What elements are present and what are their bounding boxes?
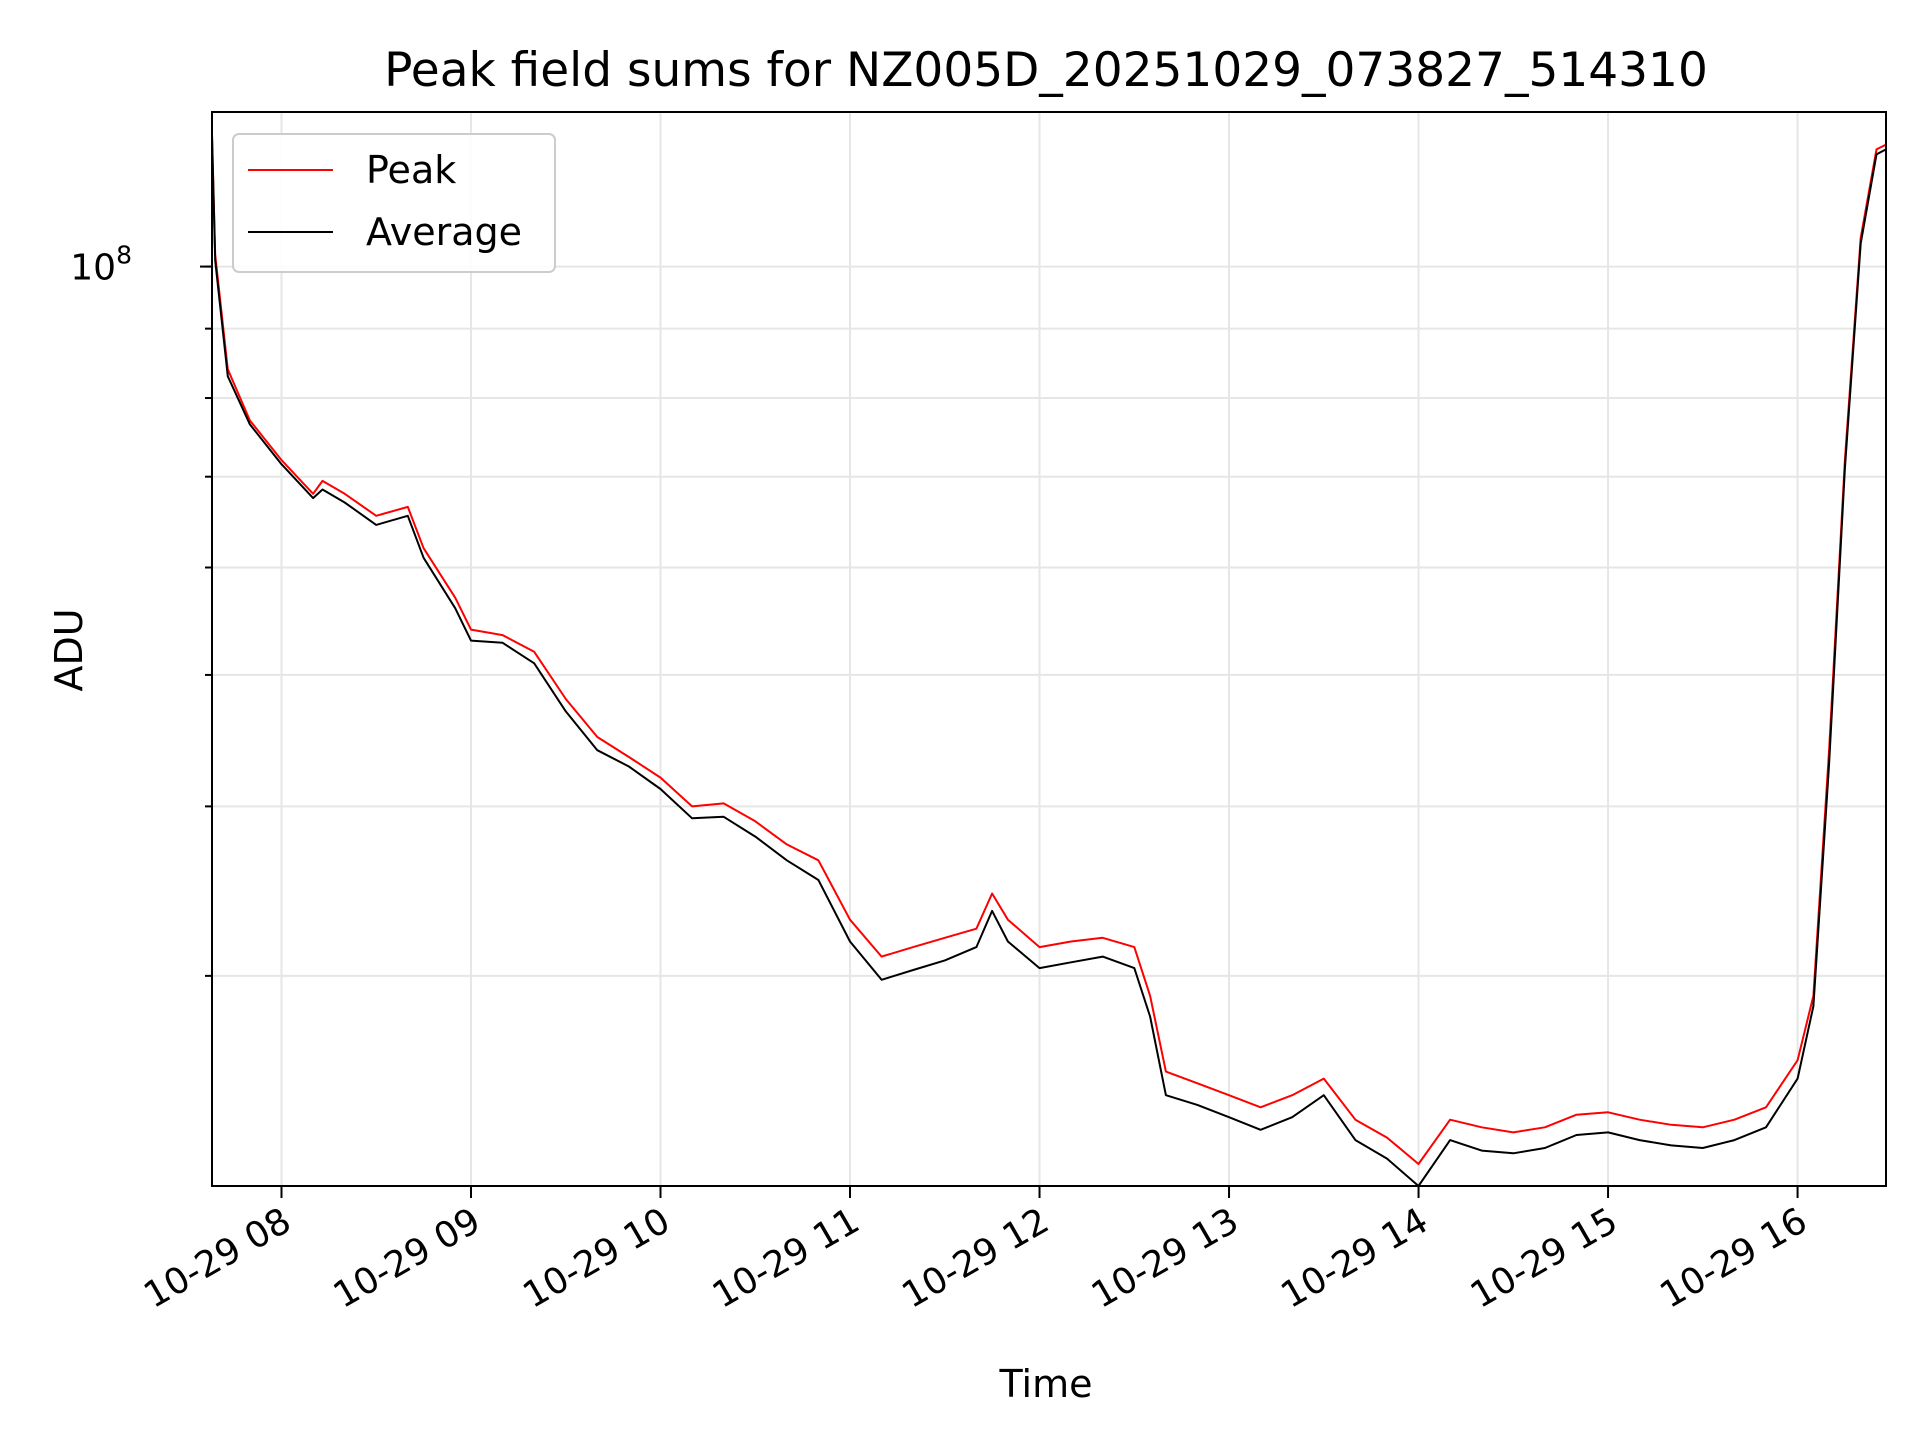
legend-label-average: Average: [366, 210, 522, 254]
legend-label-peak: Peak: [366, 148, 456, 192]
y-tick-label: 108: [70, 241, 132, 289]
series-line-peak: [211, 135, 1887, 1165]
legend-box: [232, 133, 556, 273]
plot-frame: [211, 111, 1887, 1187]
chart-title: Peak field sums for NZ005D_20251029_0738…: [384, 43, 1708, 98]
x-axis-label: Time: [999, 1362, 1093, 1406]
series-line-average: [211, 135, 1887, 1187]
series-layer: [211, 135, 1887, 1187]
legend: Peak Average: [232, 133, 556, 273]
y-axis-label: ADU: [47, 608, 91, 691]
y-tick-exponent: 8: [116, 241, 132, 270]
